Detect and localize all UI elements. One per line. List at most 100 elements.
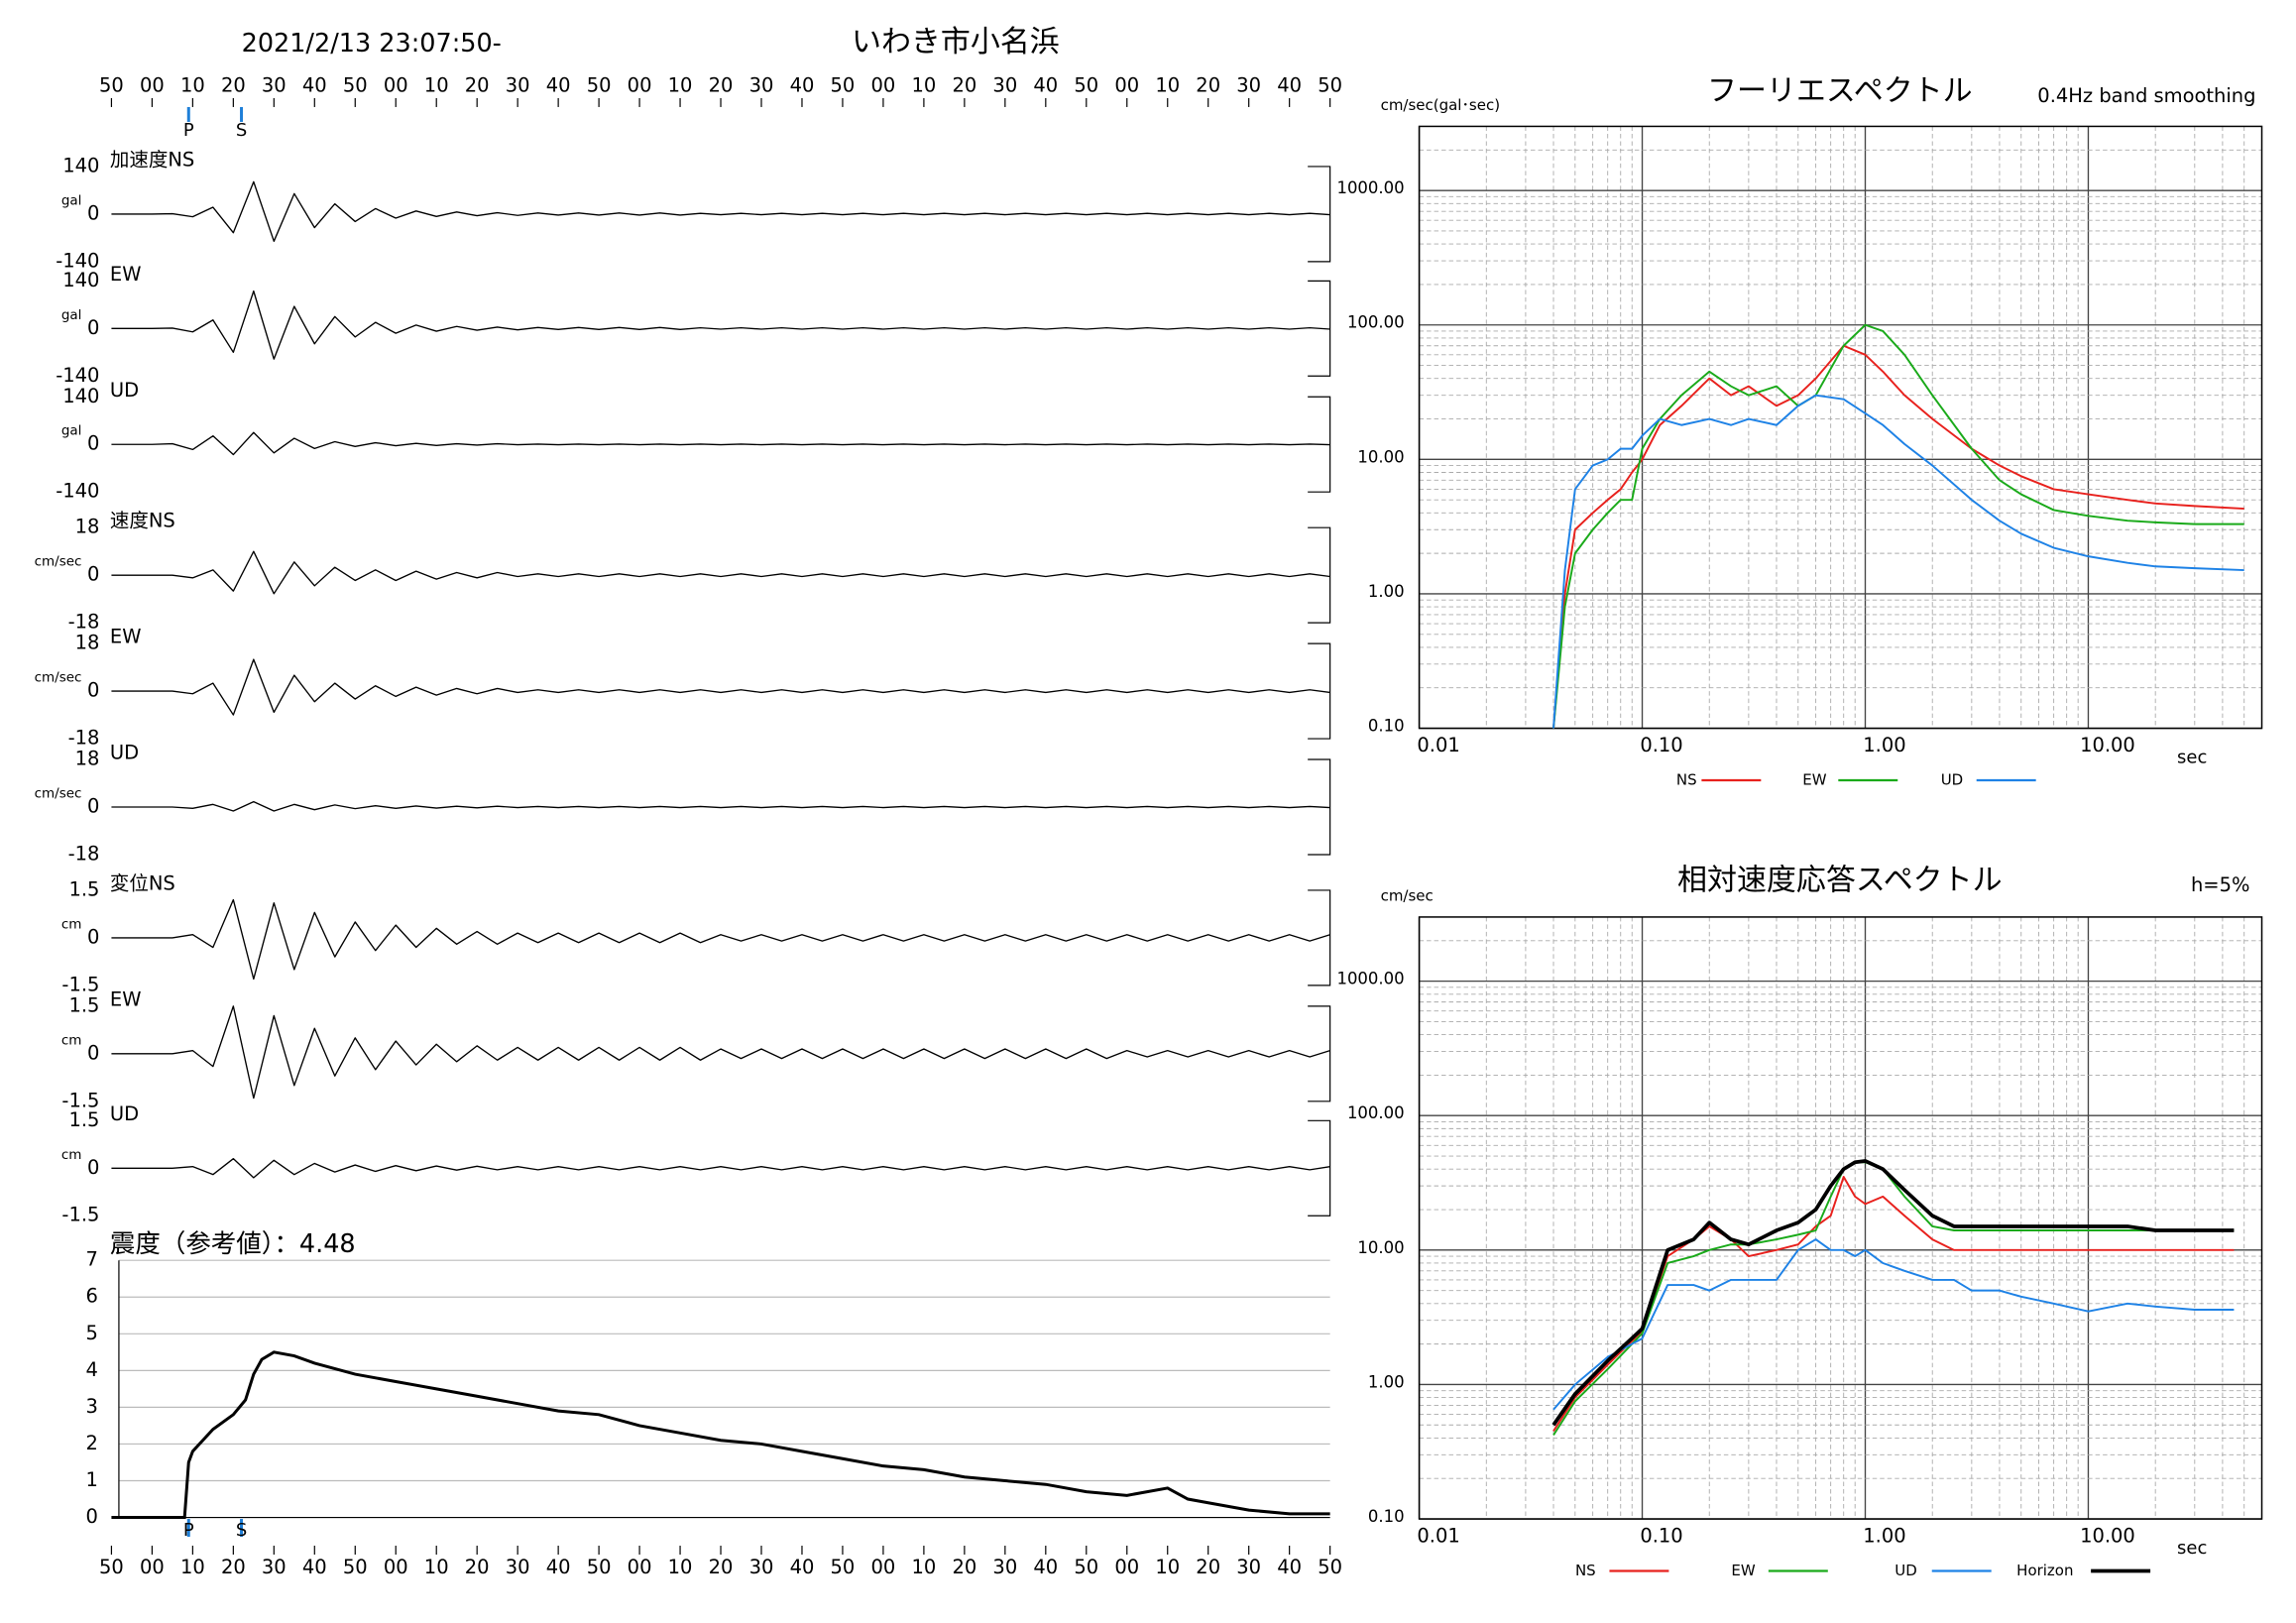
trace-label: UD xyxy=(110,742,139,764)
y-tick-label: 100.00 xyxy=(1347,313,1405,332)
waveform xyxy=(111,290,1330,360)
x-tick-label: 50 xyxy=(99,1556,124,1578)
panel-frame xyxy=(1308,1005,1331,1102)
legend-label: NS xyxy=(1676,771,1697,789)
y-tick-label: 0 xyxy=(87,1156,99,1179)
legend-label: EW xyxy=(1802,771,1826,789)
legend-label: UD xyxy=(1894,1562,1917,1579)
x-tick-label: 30 xyxy=(262,1556,287,1578)
x-tick-label: 00 xyxy=(628,1556,652,1578)
x-tick-label: 30 xyxy=(262,73,287,96)
y-tick-label: 1.5 xyxy=(68,1108,99,1131)
trace-label: 変位NS xyxy=(110,871,175,894)
chart-title: フーリエスペクトル xyxy=(1707,73,1973,108)
x-tick-label: 40 xyxy=(1277,73,1302,96)
trace-label: EW xyxy=(110,626,142,648)
phase-label: P xyxy=(183,1520,194,1541)
x-tick-label: 20 xyxy=(221,1556,246,1578)
x-axis-label: sec xyxy=(2177,1538,2207,1559)
x-tick-label: 20 xyxy=(709,73,734,96)
x-tick-label: 00 xyxy=(871,1556,896,1578)
x-tick-label: 50 xyxy=(1074,73,1098,96)
x-tick-label: 30 xyxy=(992,1556,1017,1578)
x-tick-label: 40 xyxy=(546,1556,571,1578)
chart-subtitle: h=5% xyxy=(2191,873,2250,896)
y-tick-label: 10.00 xyxy=(1357,1238,1404,1257)
y-tick-label: 3 xyxy=(86,1395,98,1418)
y-tick-label: 1.5 xyxy=(68,993,99,1016)
x-tick-label: 20 xyxy=(952,1556,976,1578)
panel-frame xyxy=(1308,166,1331,263)
y-tick-label: 2 xyxy=(86,1432,98,1454)
y-tick-label: -18 xyxy=(68,842,100,865)
x-tick-label: 10 xyxy=(180,1556,205,1578)
y-tick-label: -1.5 xyxy=(61,973,99,995)
x-tick-label: 40 xyxy=(302,73,327,96)
spectrum-line xyxy=(1552,394,2244,729)
y-tick-label: 10.00 xyxy=(1357,447,1404,466)
panel-frame xyxy=(1308,889,1331,986)
trace-label: 速度NS xyxy=(110,510,175,532)
x-tick-label: 40 xyxy=(302,1556,327,1578)
x-tick-label: 50 xyxy=(831,1556,856,1578)
datetime: 2021/2/13 23:07:50- xyxy=(242,29,502,58)
x-tick-label: 00 xyxy=(1114,73,1139,96)
y-tick-label: 140 xyxy=(62,269,99,291)
x-tick-label: 40 xyxy=(790,1556,815,1578)
x-tick-label: 30 xyxy=(506,1556,530,1578)
x-tick-label: 20 xyxy=(1196,73,1220,96)
x-tick-label: 00 xyxy=(384,73,408,96)
waveform xyxy=(111,1157,1330,1179)
x-tick-label: 30 xyxy=(992,73,1017,96)
phase-label: S xyxy=(236,1520,247,1541)
y-tick-label: 5 xyxy=(86,1322,98,1344)
y-tick-label: 0 xyxy=(86,1505,98,1528)
x-tick-label: 40 xyxy=(790,73,815,96)
y-tick-label: 0 xyxy=(87,1041,99,1064)
x-tick-label: 10.00 xyxy=(2080,1525,2135,1548)
x-tick-label: 10 xyxy=(1155,1556,1180,1578)
x-tick-label: 20 xyxy=(952,73,976,96)
x-tick-label: 00 xyxy=(384,1556,408,1578)
y-tick-label: 1.5 xyxy=(68,877,99,900)
x-tick-label: 50 xyxy=(831,73,856,96)
y-tick-label: 0 xyxy=(87,201,99,224)
unit-label: gal xyxy=(61,423,82,439)
intensity-title: 震度（参考値）：4.48 xyxy=(110,1229,356,1259)
x-tick-label: 20 xyxy=(465,73,490,96)
x-tick-label: 0.01 xyxy=(1417,734,1459,756)
y-tick-label: 0 xyxy=(87,432,99,455)
x-tick-label: 10 xyxy=(1155,73,1180,96)
x-tick-label: 0.10 xyxy=(1640,734,1682,756)
unit-label: cm/sec xyxy=(35,786,82,802)
legend-label: NS xyxy=(1575,1562,1596,1579)
y-tick-label: 0 xyxy=(87,795,99,818)
y-tick-label: 18 xyxy=(75,516,100,538)
trace-label: 加速度NS xyxy=(110,148,194,171)
y-tick-label: 18 xyxy=(75,748,100,770)
x-tick-label: 00 xyxy=(871,73,896,96)
y-tick-label: 7 xyxy=(86,1248,98,1271)
spectrum-line xyxy=(1552,1238,2235,1411)
waveform xyxy=(111,180,1330,242)
x-tick-label: 00 xyxy=(1114,1556,1139,1578)
legend-label: EW xyxy=(1731,1562,1755,1579)
waveform xyxy=(111,431,1330,456)
chart-title: 相対速度応答スペクトル xyxy=(1677,863,2003,897)
phase-label: S xyxy=(236,120,247,141)
y-tick-label: 0.10 xyxy=(1368,1507,1405,1526)
x-tick-label: 10 xyxy=(668,1556,693,1578)
station: いわき市小名浜 xyxy=(852,25,1060,59)
x-tick-label: 50 xyxy=(343,1556,368,1578)
y-tick-label: 0 xyxy=(87,679,99,702)
y-tick-label: -140 xyxy=(56,364,99,387)
x-axis-label: sec xyxy=(2177,748,2207,768)
spectrum-line xyxy=(1552,344,2244,729)
x-tick-label: 0.01 xyxy=(1417,1525,1459,1548)
y-tick-label: 140 xyxy=(62,385,99,407)
x-tick-label: 1.00 xyxy=(1863,734,1905,756)
chart-subtitle: 0.4Hz band smoothing xyxy=(2037,84,2255,107)
trace-label: EW xyxy=(110,987,142,1010)
